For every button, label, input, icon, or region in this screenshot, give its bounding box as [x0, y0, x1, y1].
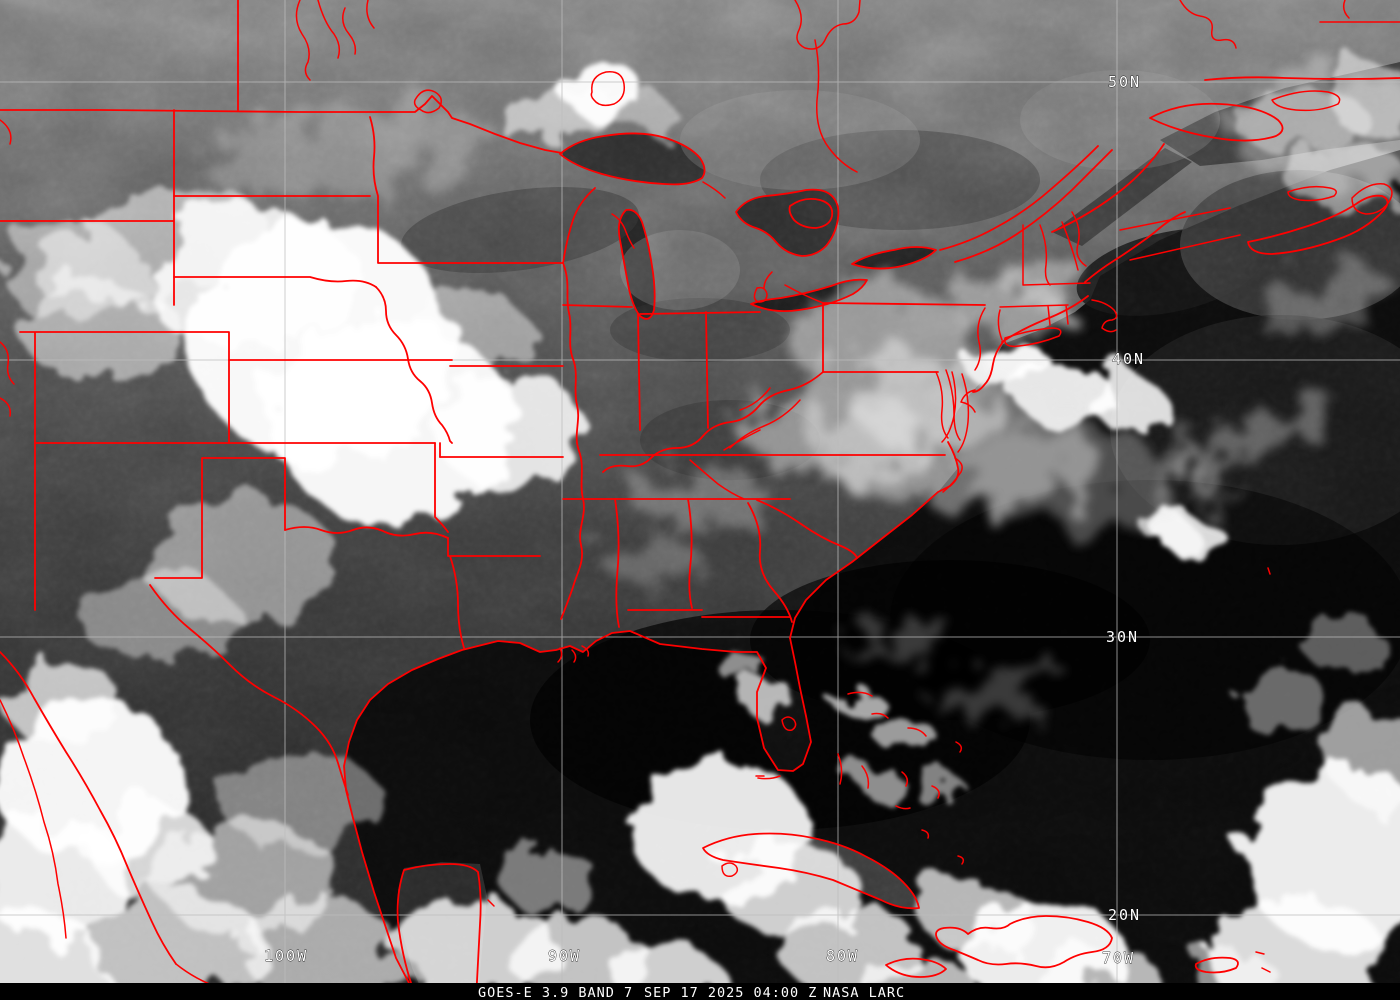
lat-label-50n: 50N	[1108, 73, 1141, 91]
lon-label-90w: 90W	[548, 947, 581, 965]
lat-label-30n: 30N	[1106, 628, 1139, 646]
lon-label-80w: 80W	[826, 947, 859, 965]
caption-timestamp: SEP 17 2025 04:00 Z	[644, 985, 817, 1000]
lon-label-70w: 70W	[1102, 949, 1135, 967]
lat-label-20n: 20N	[1108, 906, 1141, 924]
lon-label-100w: 100W	[264, 947, 308, 965]
caption-product: GOES-E 3.9 BAND 7	[478, 985, 633, 1000]
caption-bar: GOES-E 3.9 BAND 7 SEP 17 2025 04:00 Z NA…	[0, 983, 1400, 1000]
cloud-layer	[0, 60, 1400, 1000]
lat-label-40n: 40N	[1112, 350, 1145, 368]
grid-labels: 50N 40N 30N 20N 100W 90W 80W 70W	[264, 73, 1145, 968]
caption-credit: NASA LARC	[823, 985, 905, 1000]
